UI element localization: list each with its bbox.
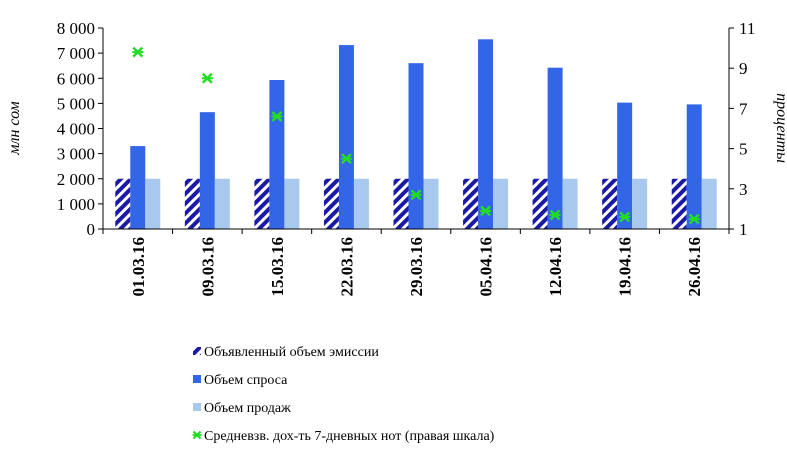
bar-2-19.04.16 <box>617 102 633 229</box>
legend-swatch <box>193 375 201 383</box>
bar-1-26.04.16 <box>671 178 687 229</box>
bar-3-01.03.16 <box>145 178 161 229</box>
bar-1-15.03.16 <box>254 178 270 229</box>
bar-1-12.04.16 <box>532 178 548 229</box>
left-tick-label: 3 000 <box>57 145 95 164</box>
x-tick-label: 26.04.16 <box>685 237 704 297</box>
bar-3-05.04.16 <box>493 178 509 229</box>
legend-label: Средневзв. дох-ть 7-дневных нот (правая … <box>204 429 495 444</box>
bar-2-05.04.16 <box>478 39 494 230</box>
x-tick-label: 09.03.16 <box>198 237 217 297</box>
y-axis-title: млн сом <box>6 101 23 155</box>
bar-1-09.03.16 <box>184 178 200 229</box>
right-tick-label: 7 <box>739 99 748 118</box>
legend-marker-icon <box>192 430 202 440</box>
marker-point-05.04.16 <box>480 205 492 217</box>
left-tick-label: 7 000 <box>57 44 95 63</box>
bar-1-22.03.16 <box>323 178 339 229</box>
bar-3-12.04.16 <box>562 178 578 229</box>
right-tick-label: 3 <box>739 180 748 199</box>
marker-point-12.04.16 <box>549 209 561 221</box>
legend: Объявленный объем эмиссии Объем спроса Объ… <box>192 345 495 444</box>
x-tick-label: 19.04.16 <box>616 237 635 297</box>
x-tick-label: 12.04.16 <box>546 237 565 297</box>
right-tick-label: 9 <box>739 59 748 78</box>
legend-label: Объем продаж <box>204 401 291 416</box>
right-tick-label: 5 <box>739 140 748 159</box>
bar-2-22.03.16 <box>338 45 354 230</box>
left-tick-label: 0 <box>87 220 96 239</box>
y2-axis-title: проценты <box>773 93 787 163</box>
legend-label: Объем спроса <box>204 373 288 388</box>
legend-item-1: Объявленный объем эмиссии <box>193 345 379 360</box>
bar-1-05.04.16 <box>463 178 479 229</box>
x-tick-label: 22.03.16 <box>337 237 356 297</box>
marker-point-09.03.16 <box>201 72 213 84</box>
left-tick-label: 5 000 <box>57 94 95 113</box>
right-tick-label: 1 <box>739 220 748 239</box>
x-tick-label: 01.03.16 <box>129 237 148 297</box>
plot-area <box>115 39 717 230</box>
marker-point-01.03.16 <box>132 46 144 58</box>
bar-3-22.03.16 <box>353 178 369 229</box>
marker-point-19.04.16 <box>619 211 631 223</box>
bar-1-01.03.16 <box>115 178 131 229</box>
marker-point-29.03.16 <box>410 189 422 201</box>
left-tick-label: 2 000 <box>57 170 95 189</box>
x-axis: 01.03.16 09.03.16 15.03.16 22.03.16 29.03.16… <box>102 228 730 297</box>
legend-swatch <box>193 347 201 355</box>
bar-3-19.04.16 <box>632 178 648 229</box>
x-tick-label: 15.03.16 <box>268 237 287 297</box>
bar-3-29.03.16 <box>423 178 439 229</box>
bar-2-01.03.16 <box>130 146 146 229</box>
bar-2-12.04.16 <box>547 67 563 229</box>
bar-1-19.04.16 <box>602 178 618 229</box>
bar-3-26.04.16 <box>701 178 717 229</box>
bar-1-29.03.16 <box>393 178 409 229</box>
left-tick-label: 1 000 <box>57 195 95 214</box>
bar-2-09.03.16 <box>199 112 215 229</box>
bar-3-09.03.16 <box>214 178 230 229</box>
legend-item-3: Объем продаж <box>193 401 291 416</box>
right-axis: 1 3 5 7 9 11 <box>728 19 755 239</box>
left-tick-label: 6 000 <box>57 69 95 88</box>
left-tick-label: 4 000 <box>57 120 95 139</box>
left-tick-label: 8 000 <box>57 19 95 38</box>
bar-2-29.03.16 <box>408 63 424 229</box>
bar-2-15.03.16 <box>269 80 285 229</box>
marker-point-22.03.16 <box>340 153 352 165</box>
left-axis: 0 1 000 2 000 3 000 4 000 5 000 6 000 7 000 8 00… <box>57 19 104 239</box>
legend-swatch <box>193 403 201 411</box>
x-tick-label: 29.03.16 <box>407 237 426 297</box>
legend-item-4: Средневзв. дох-ть 7-дневных нот (правая … <box>192 429 495 444</box>
bar-2-26.04.16 <box>686 104 702 229</box>
right-tick-label: 11 <box>739 19 755 38</box>
marker-point-15.03.16 <box>271 111 283 122</box>
x-tick-label: 05.04.16 <box>477 237 496 297</box>
legend-label: Объявленный объем эмиссии <box>204 345 379 360</box>
legend-item-2: Объем спроса <box>193 373 288 388</box>
bar-3-15.03.16 <box>284 178 300 229</box>
marker-point-26.04.16 <box>688 213 700 225</box>
